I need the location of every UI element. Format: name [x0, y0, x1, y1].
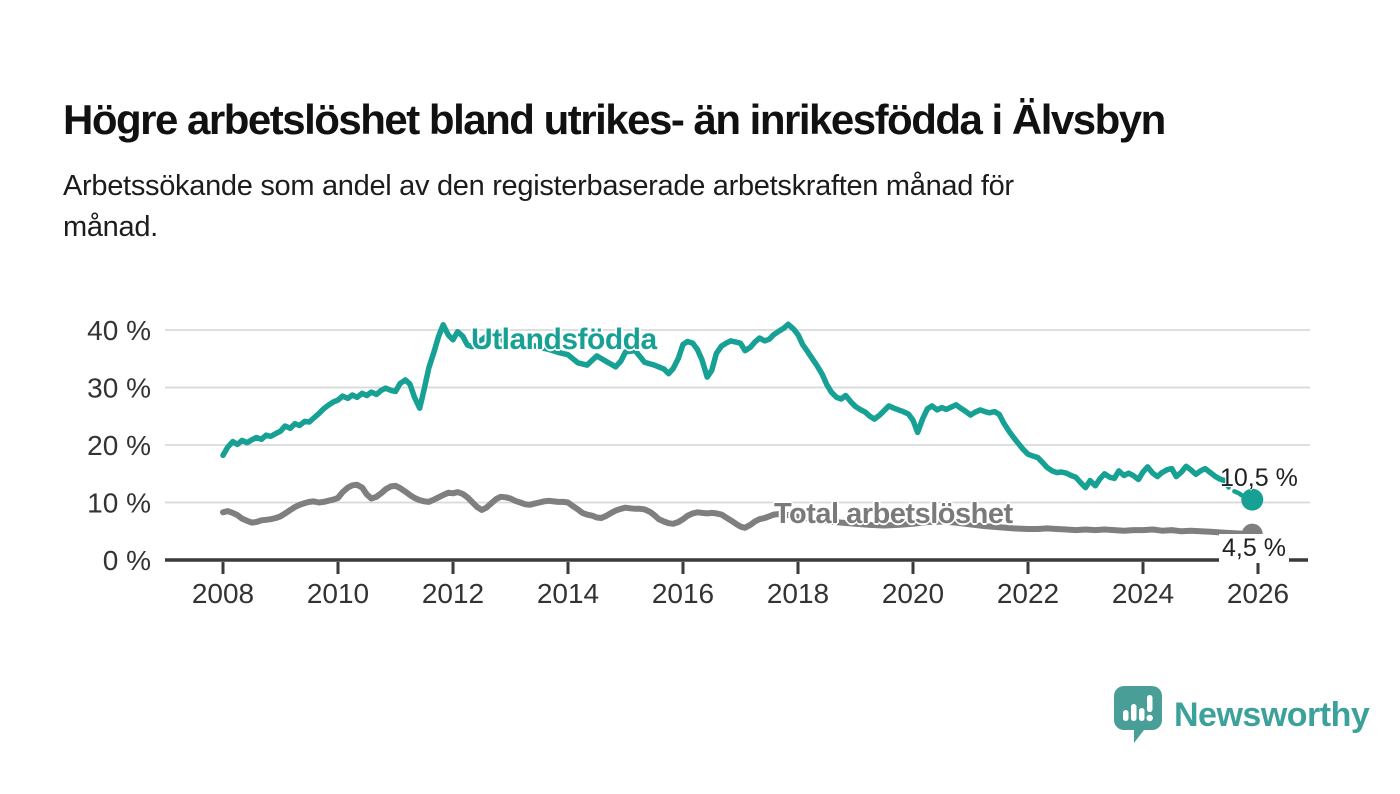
chart-subtitle: Arbetssökande som andel av den registerb… [63, 166, 1263, 248]
x-axis-tick-label: 2014 [537, 578, 599, 609]
newsworthy-logo-text: Newsworthy [1174, 695, 1370, 734]
series-line-utlandsfodda [220, 321, 1228, 491]
x-axis-tick-label: 2018 [767, 578, 829, 609]
x-axis-tick-label: 2026 [1227, 578, 1289, 609]
x-axis-tick-label: 2010 [307, 578, 369, 609]
series-dashed-tail [1222, 478, 1255, 502]
newsworthy-logo: Newsworthy [1112, 684, 1370, 746]
x-axis-tick-label: 2020 [882, 578, 944, 609]
series-end-dot [1241, 488, 1264, 511]
series-label-utlandsfodda: Utlandsfödda [471, 323, 657, 356]
x-axis-tick-label: 2016 [652, 578, 714, 609]
end-value-label-utlandsfodda: 10,5 % [1220, 464, 1298, 492]
newsworthy-speech-bubble-bar-chart-icon [1114, 686, 1162, 743]
series-line-total [220, 481, 1256, 538]
y-axis-tick-label: 0 % [103, 545, 151, 576]
x-axis-tick-label: 2012 [422, 578, 484, 609]
subtitle-line-1: Arbetssökande som andel av den registerb… [63, 170, 1014, 202]
x-axis-tick-label: 2022 [997, 578, 1059, 609]
y-axis-tick-label: 30 % [87, 373, 151, 404]
subtitle-line-2: månad. [63, 211, 158, 243]
y-axis-tick-label: 40 % [87, 315, 151, 346]
x-axis-tick-label: 2024 [1112, 578, 1174, 609]
y-axis-tick-label: 10 % [87, 488, 151, 519]
series-label-total: Total arbetslöshet [774, 498, 1013, 530]
chart-title: Högre arbetslöshet bland utrikes- än inr… [63, 96, 1166, 144]
end-value-label-total: 4,5 % [1219, 534, 1289, 563]
x-axis-tick-label: 2008 [192, 578, 254, 609]
y-axis-tick-label: 20 % [87, 430, 151, 461]
